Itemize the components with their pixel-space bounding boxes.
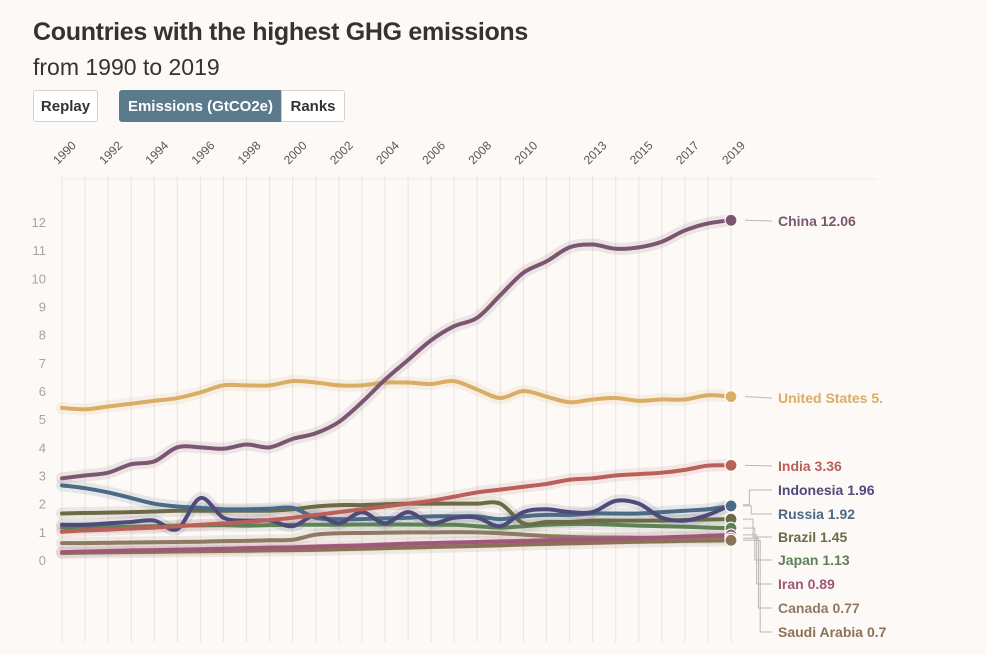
- y-tick-label: 4: [39, 440, 46, 455]
- replay-button[interactable]: Replay: [33, 90, 98, 122]
- emissions-toggle-button[interactable]: Emissions (GtCO2e): [119, 90, 282, 122]
- leader-line-canada: [743, 537, 772, 609]
- x-tick-label: 2017: [673, 138, 702, 167]
- leader-line-saudi-arabia: [743, 539, 772, 633]
- series-halo-united-states: [56, 374, 737, 416]
- y-tick-label: 8: [39, 328, 46, 343]
- chart-subtitle: from 1990 to 2019: [33, 54, 220, 80]
- y-tick-label: 9: [39, 300, 46, 315]
- end-label-indonesia: Indonesia 1.96: [778, 482, 875, 498]
- series-endpoints: [724, 213, 738, 547]
- x-tick-label: 2000: [281, 138, 310, 167]
- leader-line-japan: [743, 527, 772, 561]
- leader-line-india: [744, 464, 773, 467]
- x-tick-label: 1990: [50, 138, 79, 167]
- series-line-united-states[interactable]: [60, 378, 733, 412]
- endpoint-russia[interactable]: [724, 499, 738, 513]
- leader-line-china: [744, 219, 773, 222]
- x-tick-label: 1996: [189, 138, 218, 167]
- leader-line-united-states: [744, 396, 773, 399]
- x-tick-label: 2006: [419, 138, 448, 167]
- series-line-india[interactable]: [60, 463, 733, 534]
- series-halo-china: [56, 214, 737, 485]
- leader-line-indonesia: [743, 489, 772, 506]
- x-tick-label: 2002: [327, 138, 356, 167]
- series-end-labels: China 12.06 United States 5. India 3.36 Ind…: [743, 213, 887, 640]
- x-tick-label: 1998: [235, 138, 264, 167]
- y-tick-label: 10: [32, 271, 46, 286]
- end-label-japan: Japan 1.13: [778, 552, 850, 568]
- x-axis: 1990 1992 1994 1996 1998 2000 2002 2004 2006 2008…: [50, 138, 748, 167]
- x-tick-label: 2004: [373, 138, 402, 167]
- end-label-brazil: Brazil 1.45: [778, 529, 847, 545]
- x-tick-label: 1992: [96, 138, 125, 167]
- endpoint-china[interactable]: [724, 213, 738, 227]
- series-line-china[interactable]: [60, 218, 733, 481]
- series-line-iran[interactable]: [60, 532, 733, 555]
- x-tick-label: 2008: [465, 138, 494, 167]
- endpoint-saudi-arabia[interactable]: [724, 533, 738, 547]
- series-lines: [60, 218, 733, 555]
- y-tick-label: 5: [39, 412, 46, 427]
- y-tick-label: 6: [39, 384, 46, 399]
- grid: [61, 176, 876, 642]
- x-tick-label: 1994: [142, 138, 171, 167]
- end-label-india: India 3.36: [778, 458, 842, 474]
- end-label-canada: Canada 0.77: [778, 600, 860, 616]
- y-tick-label: 1: [39, 525, 46, 540]
- y-tick-label: 0: [39, 553, 46, 568]
- x-tick-label: 2013: [581, 138, 610, 167]
- y-tick-label: 12: [32, 215, 46, 230]
- series-line-indonesia[interactable]: [60, 496, 733, 532]
- leader-line-iran: [743, 534, 772, 585]
- end-label-iran: Iran 0.89: [778, 576, 835, 592]
- ranks-toggle-button[interactable]: Ranks: [281, 90, 345, 122]
- y-tick-label: 2: [39, 497, 46, 512]
- chart-title: Countries with the highest GHG emissions: [33, 18, 529, 46]
- y-tick-label: 7: [39, 356, 46, 371]
- end-label-united-states: United States 5.: [778, 390, 883, 406]
- y-tick-label: 11: [33, 243, 47, 258]
- x-tick-label: 2010: [512, 138, 541, 167]
- endpoint-united-states[interactable]: [724, 390, 738, 404]
- end-label-china: China 12.06: [778, 213, 856, 229]
- endpoint-india[interactable]: [724, 458, 738, 472]
- x-tick-label: 2015: [627, 138, 656, 167]
- y-tick-label: 3: [39, 469, 46, 484]
- leader-line-russia: [743, 505, 772, 515]
- end-label-russia: Russia 1.92: [778, 506, 855, 522]
- end-label-saudi-arabia: Saudi Arabia 0.7: [778, 624, 887, 640]
- x-tick-label: 2019: [719, 138, 748, 167]
